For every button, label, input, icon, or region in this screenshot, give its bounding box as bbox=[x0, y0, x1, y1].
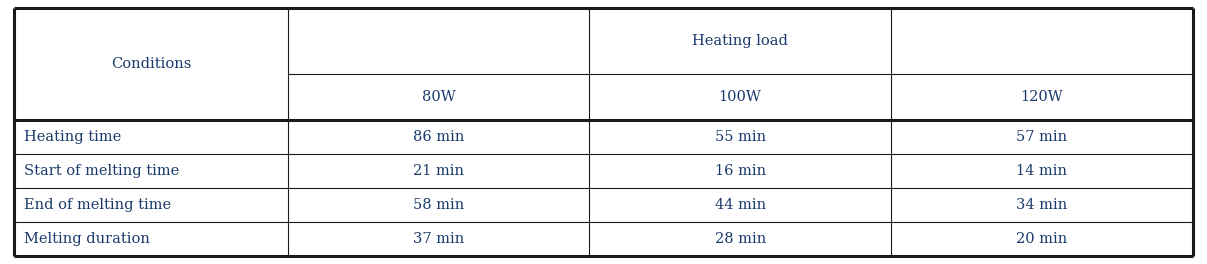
Text: 58 min: 58 min bbox=[413, 198, 465, 212]
Text: 57 min: 57 min bbox=[1016, 130, 1067, 144]
Text: End of melting time: End of melting time bbox=[24, 198, 171, 212]
Text: 28 min: 28 min bbox=[715, 232, 765, 246]
Text: Heating load: Heating load bbox=[692, 34, 788, 48]
Text: 120W: 120W bbox=[1020, 90, 1063, 104]
Text: 14 min: 14 min bbox=[1016, 164, 1067, 178]
Text: 44 min: 44 min bbox=[715, 198, 765, 212]
Text: Start of melting time: Start of melting time bbox=[24, 164, 179, 178]
Text: 16 min: 16 min bbox=[715, 164, 765, 178]
Text: Conditions: Conditions bbox=[111, 57, 192, 71]
Text: 21 min: 21 min bbox=[413, 164, 463, 178]
Text: Heating time: Heating time bbox=[24, 130, 121, 144]
Text: 86 min: 86 min bbox=[413, 130, 465, 144]
Text: 34 min: 34 min bbox=[1016, 198, 1067, 212]
Text: 100W: 100W bbox=[718, 90, 762, 104]
Text: 55 min: 55 min bbox=[715, 130, 765, 144]
Text: 37 min: 37 min bbox=[413, 232, 465, 246]
Text: 80W: 80W bbox=[421, 90, 455, 104]
Text: Melting duration: Melting duration bbox=[24, 232, 150, 246]
Text: 20 min: 20 min bbox=[1016, 232, 1067, 246]
